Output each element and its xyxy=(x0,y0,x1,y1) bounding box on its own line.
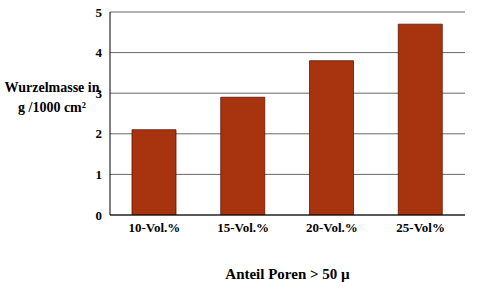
svg-text:25-Vol%: 25-Vol% xyxy=(396,220,445,235)
svg-text:5: 5 xyxy=(96,5,103,20)
svg-text:10-Vol.%: 10-Vol.% xyxy=(128,220,180,235)
svg-text:1: 1 xyxy=(96,167,103,182)
svg-text:2: 2 xyxy=(96,126,103,141)
svg-text:15-Vol.%: 15-Vol.% xyxy=(217,220,269,235)
svg-text:4: 4 xyxy=(96,45,103,60)
svg-text:Anteil Poren > 50 µ: Anteil Poren > 50 µ xyxy=(225,266,350,282)
svg-text:3: 3 xyxy=(96,86,103,101)
svg-text:20-Vol.%: 20-Vol.% xyxy=(306,220,358,235)
svg-text:0: 0 xyxy=(96,208,103,223)
